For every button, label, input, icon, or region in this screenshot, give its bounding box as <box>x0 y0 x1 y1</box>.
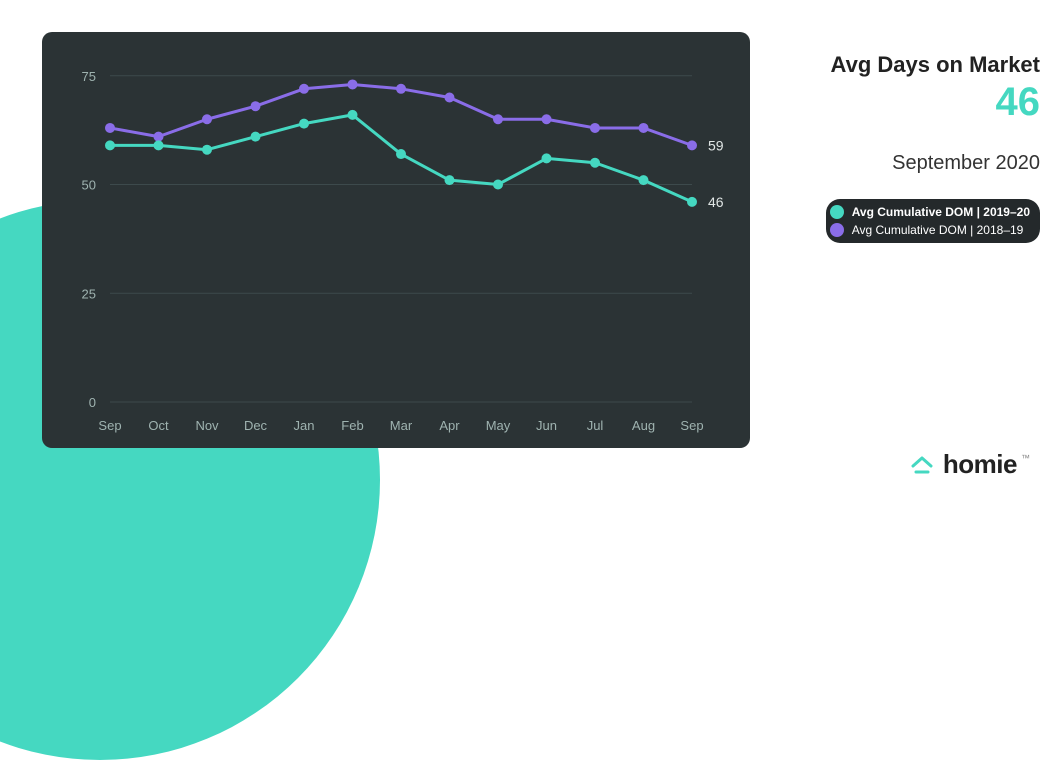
chart-panel: 0 25 50 75 Sep Oct Nov Dec Jan Feb Mar Apr May Jun Jul… <box>42 32 750 448</box>
legend-dot <box>830 223 844 237</box>
brand-name: homie <box>943 449 1017 480</box>
svg-text:50: 50 <box>82 178 96 193</box>
svg-text:Jun: Jun <box>536 418 557 433</box>
svg-text:Jan: Jan <box>294 418 315 433</box>
legend-label: Avg Cumulative DOM | 2019–20 <box>852 203 1030 221</box>
svg-text:Sep: Sep <box>98 418 121 433</box>
svg-text:75: 75 <box>82 69 96 84</box>
svg-text:Oct: Oct <box>148 418 169 433</box>
legend-dot <box>830 205 844 219</box>
metric-value: 46 <box>780 80 1040 124</box>
summary-panel: Avg Days on Market 46 September 2020 Avg… <box>780 52 1040 243</box>
svg-text:May: May <box>486 418 511 433</box>
svg-text:Mar: Mar <box>390 418 413 433</box>
svg-text:Nov: Nov <box>195 418 219 433</box>
svg-text:Feb: Feb <box>341 418 363 433</box>
brand-logo: homie ™ <box>909 449 1030 480</box>
legend: Avg Cumulative DOM | 2019–20Avg Cumulati… <box>826 199 1040 243</box>
svg-text:46: 46 <box>708 194 724 210</box>
svg-text:Dec: Dec <box>244 418 268 433</box>
svg-text:59: 59 <box>708 137 724 153</box>
svg-text:Sep: Sep <box>680 418 703 433</box>
line-chart: 0 25 50 75 Sep Oct Nov Dec Jan Feb Mar Apr May Jun Jul… <box>42 32 750 448</box>
svg-text:Jul: Jul <box>587 418 604 433</box>
metric-date: September 2020 <box>780 152 1040 175</box>
svg-text:25: 25 <box>82 286 96 301</box>
legend-item: Avg Cumulative DOM | 2018–19 <box>830 221 1024 239</box>
legend-label: Avg Cumulative DOM | 2018–19 <box>852 221 1024 239</box>
svg-text:0: 0 <box>89 395 96 410</box>
legend-item: Avg Cumulative DOM | 2019–20 <box>830 203 1030 221</box>
svg-text:Aug: Aug <box>632 418 655 433</box>
brand-tm: ™ <box>1021 453 1030 463</box>
metric-title: Avg Days on Market <box>780 52 1040 78</box>
house-icon <box>909 452 935 478</box>
svg-text:Apr: Apr <box>439 418 460 433</box>
